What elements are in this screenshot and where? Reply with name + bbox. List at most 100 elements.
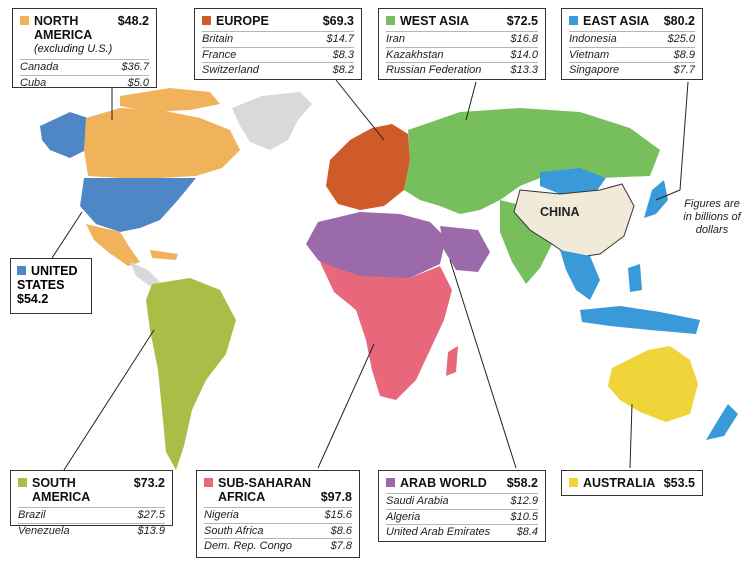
leader-sub-saharan-africa [317, 343, 375, 469]
europe-box: EUROPE $69.3 Britain $14.7 France $8.3 Swi… [194, 8, 362, 80]
country-value: $14.0 [510, 48, 538, 61]
country-name: Brazil [18, 509, 46, 521]
country-name: Saudi Arabia [386, 495, 449, 507]
southeast-asia-shape [560, 250, 600, 300]
table-row: Cuba $5.0 [20, 74, 149, 91]
country-value: $8.2 [332, 64, 354, 76]
east-asia-swatch [569, 16, 578, 25]
country-value: $13.3 [510, 64, 538, 76]
country-value: $8.6 [330, 524, 352, 537]
europe-shape [326, 124, 410, 210]
south-america-swatch [18, 478, 27, 487]
west-asia-total: $72.5 [506, 14, 538, 28]
country-name: Kazakhstan [386, 48, 444, 61]
country-value: $36.7 [121, 61, 149, 73]
west-asia-name: WEST ASIA [400, 14, 469, 28]
north-africa-shape [306, 212, 446, 282]
mongolia-shape [540, 168, 606, 194]
leader-west-asia [465, 81, 477, 121]
country-name: Venezuela [18, 524, 70, 537]
east-asia-box: EAST ASIA $80.2 Indonesia $25.0 Vietnam $8… [561, 8, 703, 80]
australia-swatch [569, 478, 578, 487]
alaska-shape [40, 112, 88, 158]
table-row: Dem. Rep. Congo $7.8 [204, 538, 352, 554]
leader-europe [335, 79, 385, 141]
leader-lines [51, 79, 689, 471]
table-row: Canada $36.7 [20, 59, 149, 75]
country-value: $16.8 [510, 33, 538, 45]
country-name: Vietnam [569, 48, 610, 61]
europe-total: $69.3 [322, 14, 354, 28]
madagascar-shape [446, 346, 458, 376]
north-america-name: NORTH AMERICA [34, 14, 93, 42]
philippines-shape [628, 264, 642, 292]
sub-saharan-africa-swatch [204, 478, 213, 487]
country-value: $7.8 [330, 540, 352, 552]
country-value: $7.7 [673, 64, 695, 76]
south-america-box: SOUTH AMERICA $73.2 Brazil $27.5 Venezuel… [10, 470, 173, 537]
leader-east-asia [655, 81, 689, 201]
united-states-shape [80, 178, 196, 232]
canada-shape [84, 108, 240, 178]
country-value: $8.3 [332, 48, 354, 61]
table-row: Kazakhstan $14.0 [386, 46, 538, 63]
country-name: United Arab Emirates [386, 526, 491, 538]
country-value: $13.9 [137, 524, 165, 537]
table-row: Iran $16.8 [386, 31, 538, 47]
australia-shape [608, 346, 698, 422]
united-states-total: $54.2 [17, 292, 49, 306]
table-row: France $8.3 [202, 46, 354, 63]
arab-world-name: ARAB WORLD [400, 476, 487, 490]
country-name: Cuba [20, 76, 47, 89]
table-row: Saudi Arabia $12.9 [386, 493, 538, 509]
united-states-box: UNITED STATES $54.2 [10, 258, 92, 314]
south-america-shape [146, 278, 236, 470]
table-row: Algeria $10.5 [386, 508, 538, 525]
country-value: $12.9 [510, 495, 538, 507]
country-value: $14.7 [326, 33, 354, 45]
china-shape [513, 183, 635, 259]
country-name: Britain [202, 33, 234, 45]
south-america-name: SOUTH AMERICA [32, 476, 91, 504]
china-label: CHINA [540, 205, 580, 219]
country-value: $8.4 [516, 526, 538, 538]
australia-total: $53.5 [663, 476, 695, 490]
arab-world-total: $58.2 [506, 476, 538, 490]
country-name: Iran [386, 33, 405, 45]
united-states-name-line2: STATES [17, 278, 65, 292]
table-row: Nigeria $15.6 [204, 507, 352, 523]
central-america-shape [130, 262, 160, 286]
table-row: Vietnam $8.9 [569, 46, 695, 63]
country-name: Indonesia [569, 33, 617, 45]
country-value: $25.0 [667, 33, 695, 45]
arctic-islands-shape [120, 88, 220, 112]
country-name: Switzerland [202, 64, 259, 76]
leader-south-america [63, 329, 155, 471]
country-name: Russian Federation [386, 64, 482, 76]
table-row: Indonesia $25.0 [569, 31, 695, 47]
east-asia-name: EAST ASIA [583, 14, 650, 28]
units-note: Figures are in billions of dollars [683, 198, 741, 236]
australia-name: AUSTRALIA [583, 476, 656, 490]
sub-saharan-africa-shape [320, 262, 452, 400]
australia-box: AUSTRALIA $53.5 [561, 470, 703, 496]
europe-swatch [202, 16, 211, 25]
table-row: Venezuela $13.9 [18, 522, 165, 539]
table-row: Switzerland $8.2 [202, 62, 354, 78]
country-name: South Africa [204, 524, 264, 537]
table-row: Singapore $7.7 [569, 62, 695, 78]
indonesia-shape [580, 306, 700, 334]
arabian-peninsula-shape [440, 226, 490, 272]
sub-saharan-africa-name-line1: SUB-SAHARAN [218, 476, 312, 490]
caribbean-shape [150, 250, 178, 260]
table-row: Britain $14.7 [202, 31, 354, 47]
north-america-total: $48.2 [117, 14, 149, 28]
country-value: $10.5 [510, 510, 538, 523]
country-value: $8.9 [673, 48, 695, 61]
west-asia-swatch [386, 16, 395, 25]
country-name: Canada [20, 61, 59, 73]
south-america-total: $73.2 [133, 476, 165, 490]
table-row: Russian Federation $13.3 [386, 62, 538, 78]
leader-arab-world [449, 259, 517, 469]
